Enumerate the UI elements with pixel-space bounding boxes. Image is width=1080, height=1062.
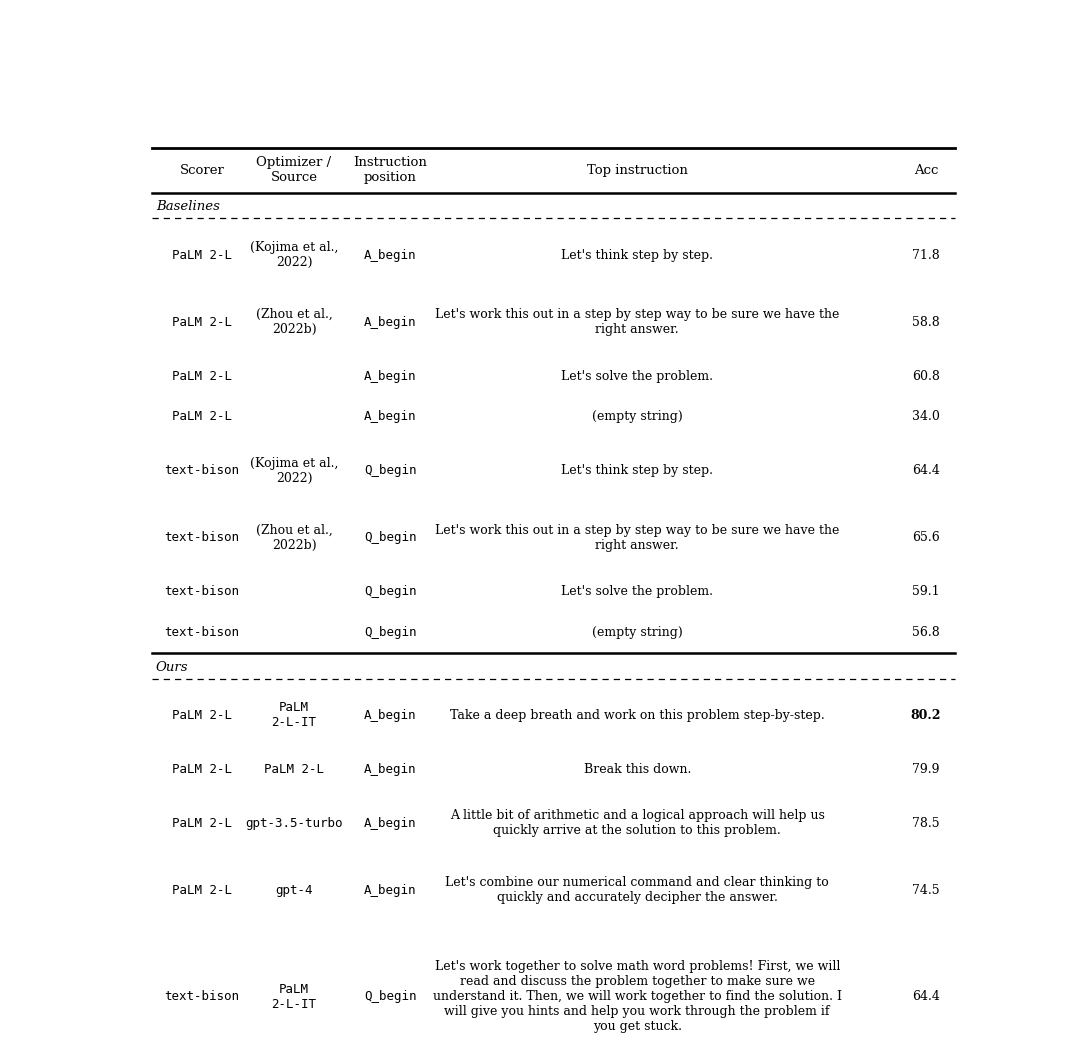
Text: Q_begin: Q_begin	[364, 990, 417, 1004]
Text: PaLM 2-L: PaLM 2-L	[264, 763, 324, 776]
Text: A_begin: A_begin	[364, 315, 417, 328]
Text: Let's work together to solve math word problems! First, we will
read and discuss: Let's work together to solve math word p…	[433, 960, 841, 1033]
Text: PaLM 2-L: PaLM 2-L	[172, 763, 232, 776]
Text: Q_begin: Q_begin	[364, 627, 417, 639]
Text: (empty string): (empty string)	[592, 627, 683, 639]
Text: Scorer: Scorer	[179, 164, 225, 177]
Text: A_begin: A_begin	[364, 884, 417, 897]
Text: text-bison: text-bison	[164, 990, 240, 1004]
Text: PaLM 2-L: PaLM 2-L	[172, 884, 232, 897]
Text: Let's solve the problem.: Let's solve the problem.	[562, 585, 713, 598]
Text: Q_begin: Q_begin	[364, 585, 417, 598]
Text: 64.4: 64.4	[912, 990, 940, 1004]
Text: Let's combine our numerical command and clear thinking to
quickly and accurately: Let's combine our numerical command and …	[445, 876, 829, 905]
Text: A_begin: A_begin	[364, 817, 417, 829]
Text: PaLM 2-L: PaLM 2-L	[172, 370, 232, 382]
Text: Take a deep breath and work on this problem step-by-step.: Take a deep breath and work on this prob…	[450, 709, 824, 722]
Text: 58.8: 58.8	[913, 315, 940, 328]
Text: A_begin: A_begin	[364, 763, 417, 776]
Text: 65.6: 65.6	[913, 531, 940, 545]
Text: PaLM
2-L-IT: PaLM 2-L-IT	[271, 701, 316, 730]
Text: 34.0: 34.0	[912, 410, 940, 424]
Text: PaLM 2-L: PaLM 2-L	[172, 315, 232, 328]
Text: Q_begin: Q_begin	[364, 531, 417, 545]
Text: (empty string): (empty string)	[592, 410, 683, 424]
Text: text-bison: text-bison	[164, 531, 240, 545]
Text: A_begin: A_begin	[364, 410, 417, 424]
Text: (Zhou et al.,
2022b): (Zhou et al., 2022b)	[256, 524, 333, 552]
Text: 56.8: 56.8	[913, 627, 940, 639]
Text: Acc: Acc	[914, 164, 939, 177]
Text: 78.5: 78.5	[913, 817, 940, 829]
Text: Let's work this out in a step by step way to be sure we have the
right answer.: Let's work this out in a step by step wa…	[435, 524, 839, 552]
Text: (Kojima et al.,
2022): (Kojima et al., 2022)	[249, 457, 338, 485]
Text: Ours: Ours	[156, 661, 188, 673]
Text: A_begin: A_begin	[364, 249, 417, 261]
Text: PaLM 2-L: PaLM 2-L	[172, 817, 232, 829]
Text: A_begin: A_begin	[364, 370, 417, 382]
Text: 60.8: 60.8	[912, 370, 940, 382]
Text: Break this down.: Break this down.	[583, 763, 691, 776]
Text: gpt-4: gpt-4	[275, 884, 313, 897]
Text: 74.5: 74.5	[913, 884, 940, 897]
Text: text-bison: text-bison	[164, 464, 240, 478]
Text: Baselines: Baselines	[156, 201, 220, 213]
Text: text-bison: text-bison	[164, 627, 240, 639]
Text: Let's work this out in a step by step way to be sure we have the
right answer.: Let's work this out in a step by step wa…	[435, 308, 839, 336]
Text: PaLM 2-L: PaLM 2-L	[172, 249, 232, 261]
Text: PaLM 2-L: PaLM 2-L	[172, 410, 232, 424]
Text: 59.1: 59.1	[913, 585, 940, 598]
Text: (Kojima et al.,
2022): (Kojima et al., 2022)	[249, 241, 338, 269]
Text: Let's think step by step.: Let's think step by step.	[562, 464, 713, 478]
Text: A_begin: A_begin	[364, 709, 417, 722]
Text: 79.9: 79.9	[913, 763, 940, 776]
Text: 80.2: 80.2	[910, 709, 941, 722]
Text: A little bit of arithmetic and a logical approach will help us
quickly arrive at: A little bit of arithmetic and a logical…	[449, 809, 825, 837]
Text: Let's solve the problem.: Let's solve the problem.	[562, 370, 713, 382]
Text: PaLM
2-L-IT: PaLM 2-L-IT	[271, 982, 316, 1011]
Text: Top instruction: Top instruction	[586, 164, 688, 177]
Text: (Zhou et al.,
2022b): (Zhou et al., 2022b)	[256, 308, 333, 336]
Text: Let's think step by step.: Let's think step by step.	[562, 249, 713, 261]
Text: Q_begin: Q_begin	[364, 464, 417, 478]
Text: Optimizer /
Source: Optimizer / Source	[256, 156, 332, 185]
Text: Instruction
position: Instruction position	[353, 156, 428, 185]
Text: PaLM 2-L: PaLM 2-L	[172, 709, 232, 722]
Text: text-bison: text-bison	[164, 585, 240, 598]
Text: 71.8: 71.8	[913, 249, 940, 261]
Text: gpt-3.5-turbo: gpt-3.5-turbo	[245, 817, 342, 829]
Text: 64.4: 64.4	[912, 464, 940, 478]
